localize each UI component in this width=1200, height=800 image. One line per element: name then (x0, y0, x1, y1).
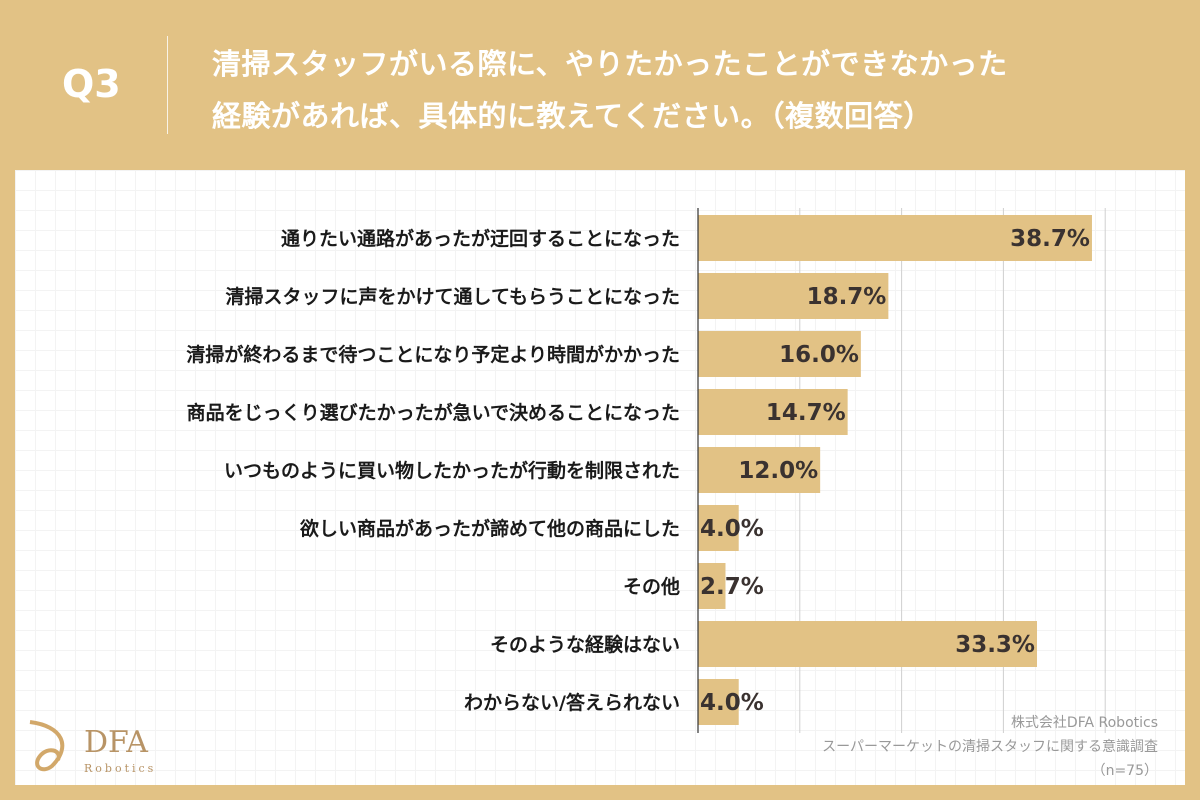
category-label: 清掃スタッフに声をかけて通してもらうことになった (226, 285, 680, 308)
title-line-2: 経験があれば、具体的に教えてください。（複数回答） (212, 99, 933, 133)
value-label: 14.7% (766, 400, 846, 426)
value-label: 33.3% (955, 632, 1035, 658)
source-survey: スーパーマーケットの清掃スタッフに関する意識調査 (822, 739, 1158, 755)
dfa-logo: DFA Robotics (22, 716, 182, 780)
bar (698, 679, 739, 725)
bar (698, 273, 889, 319)
chart-panel (15, 170, 1185, 785)
svg-text:DFA: DFA (84, 725, 148, 760)
category-label: 欲しい商品があったが諦めて他の商品にした (299, 517, 680, 540)
value-label: 18.7% (807, 284, 887, 310)
category-label: その他 (623, 575, 680, 598)
value-label: 4.0% (700, 516, 764, 542)
bar (698, 505, 739, 551)
category-label: いつものように買い物したかったが行動を制限された (224, 459, 680, 482)
value-label: 16.0% (779, 342, 859, 368)
bar (698, 621, 1037, 667)
question-title: 清掃スタッフがいる際に、やりたかったことができなかった 経験があれば、具体的に教… (212, 38, 1172, 142)
category-label: 通りたい通路があったが迂回することになった (281, 227, 680, 250)
bar (698, 563, 726, 609)
source-company: 株式会社DFA Robotics (1010, 715, 1158, 731)
bar (698, 389, 848, 435)
sample-size: （n=75） (1091, 763, 1158, 779)
category-label: そのような経験はない (490, 633, 680, 656)
category-label: 清掃が終わるまで待つことになり予定より時間がかかった (186, 343, 680, 366)
bar (698, 447, 821, 493)
bar (698, 331, 861, 377)
value-label: 38.7% (1010, 226, 1090, 252)
title-line-1: 清掃スタッフがいる際に、やりたかったことができなかった (212, 47, 1008, 81)
value-label: 4.0% (700, 690, 764, 716)
question-number: Q3 (62, 62, 121, 106)
bar (698, 215, 1092, 261)
category-label: 商品をじっくり選びたかったが急いで決めることになった (187, 401, 680, 424)
divider (167, 36, 168, 134)
category-label: わからない/答えられない (464, 691, 680, 714)
value-label: 2.7% (700, 574, 764, 600)
svg-text:Robotics: Robotics (84, 762, 156, 775)
value-label: 12.0% (738, 458, 818, 484)
